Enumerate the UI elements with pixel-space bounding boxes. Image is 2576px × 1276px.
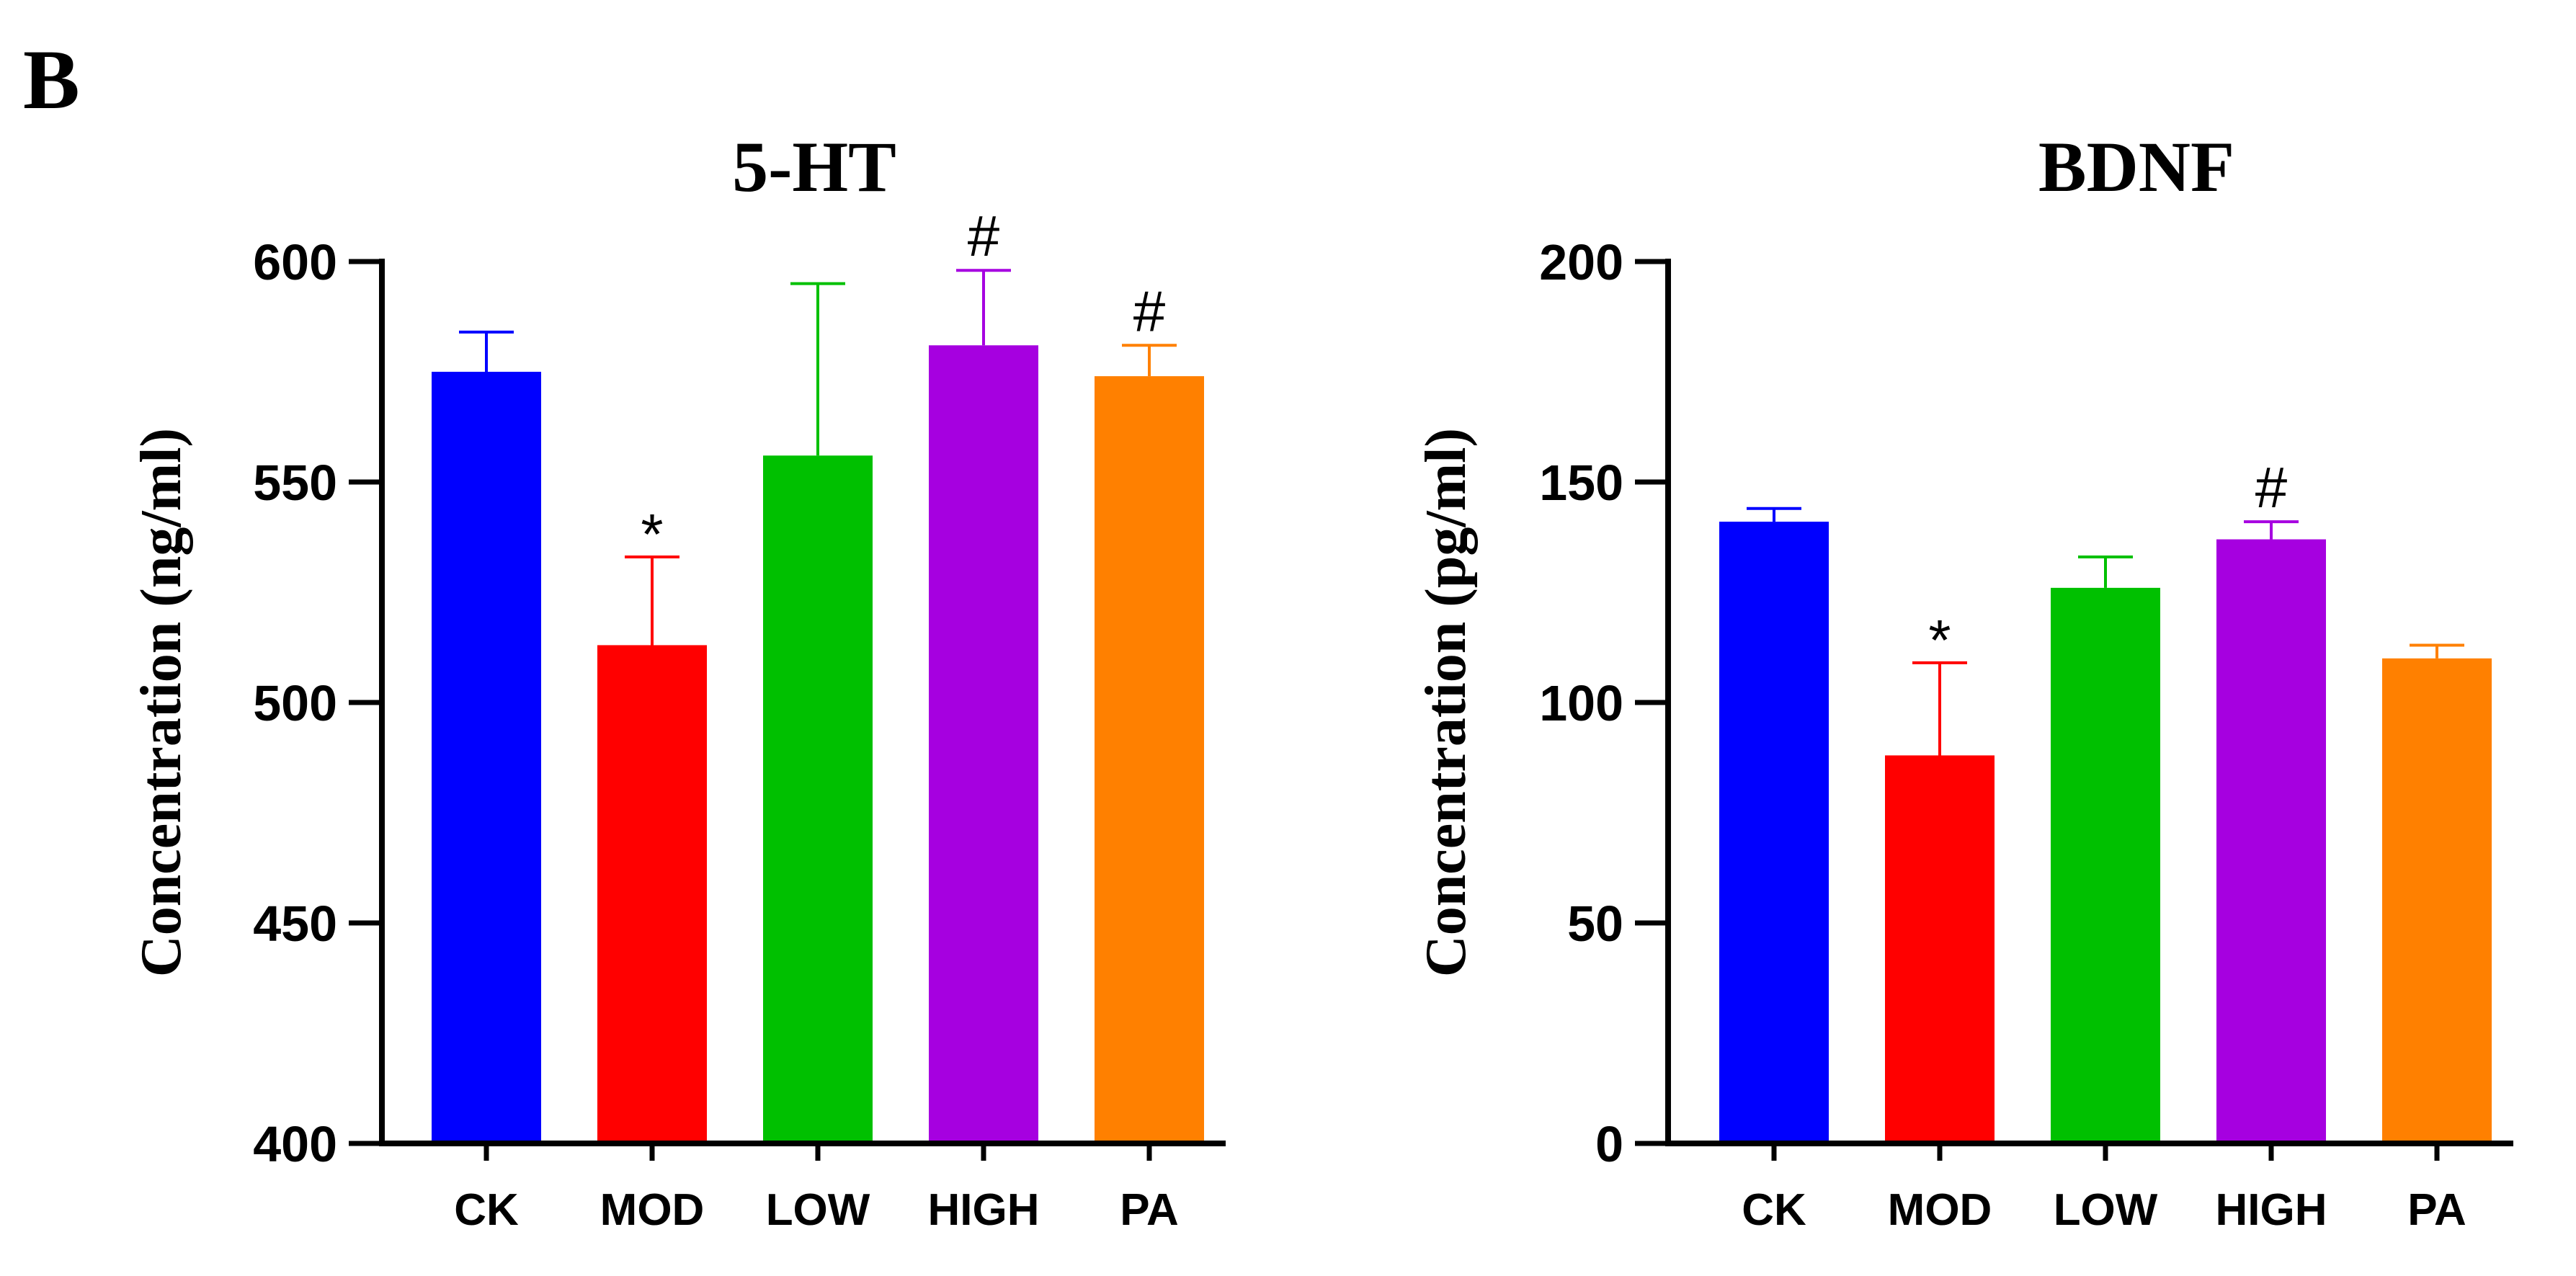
y-tick-label: 550	[253, 455, 337, 511]
x-tick-label: CK	[454, 1185, 519, 1235]
x-tick-label: CK	[1742, 1185, 1806, 1235]
x-tick-label: HIGH	[928, 1185, 1040, 1235]
bar-mod	[1885, 755, 1995, 1143]
x-tick-label: LOW	[766, 1185, 870, 1235]
x-tick-label: PA	[2407, 1185, 2466, 1235]
bar-pa	[2382, 658, 2492, 1143]
y-tick-label: 400	[253, 1116, 337, 1172]
y-tick-label: 200	[1539, 234, 1623, 290]
significance-mark: *	[641, 502, 663, 566]
x-tick-label: MOD	[1888, 1185, 1992, 1235]
x-tick-label: PA	[1120, 1185, 1179, 1235]
y-tick-label: 500	[253, 675, 337, 731]
chart-title: BDNF	[2038, 127, 2234, 207]
y-tick-label: 50	[1567, 896, 1623, 952]
y-axis-label: Concentration (pg/ml)	[1414, 428, 1478, 977]
y-tick-label: 150	[1539, 455, 1623, 511]
chart-5ht: 5-HT Concentration (ng/ml) CK * MOD LOW # HIGH #…	[130, 127, 1226, 1235]
significance-mark: #	[968, 204, 1000, 268]
x-tick-label: MOD	[600, 1185, 705, 1235]
chart-bdnf: BDNF Concentration (pg/ml) CK * MOD LOW # HIGH P…	[1414, 127, 2513, 1235]
bar-ck	[1719, 522, 1829, 1143]
bar-mod	[597, 645, 707, 1143]
y-tick-label: 0	[1595, 1116, 1623, 1172]
y-tick-label: 100	[1539, 675, 1623, 731]
y-axis-label: Concentration (ng/ml)	[130, 428, 193, 977]
bar-ck	[432, 372, 541, 1143]
significance-mark: #	[1133, 279, 1166, 343]
significance-mark: #	[2255, 455, 2288, 519]
bar-high	[929, 345, 1038, 1143]
x-tick-label: HIGH	[2216, 1185, 2327, 1235]
chart-title: 5-HT	[732, 127, 896, 207]
y-tick-label: 450	[253, 896, 337, 952]
y-tick-label: 600	[253, 234, 337, 290]
bar-low	[2051, 587, 2160, 1143]
panel-letter: B	[23, 32, 80, 127]
x-tick-label: LOW	[2054, 1185, 2158, 1235]
bar-pa	[1095, 376, 1204, 1143]
significance-mark: *	[1928, 608, 1951, 672]
bar-high	[2216, 539, 2326, 1143]
bar-low	[763, 455, 873, 1143]
